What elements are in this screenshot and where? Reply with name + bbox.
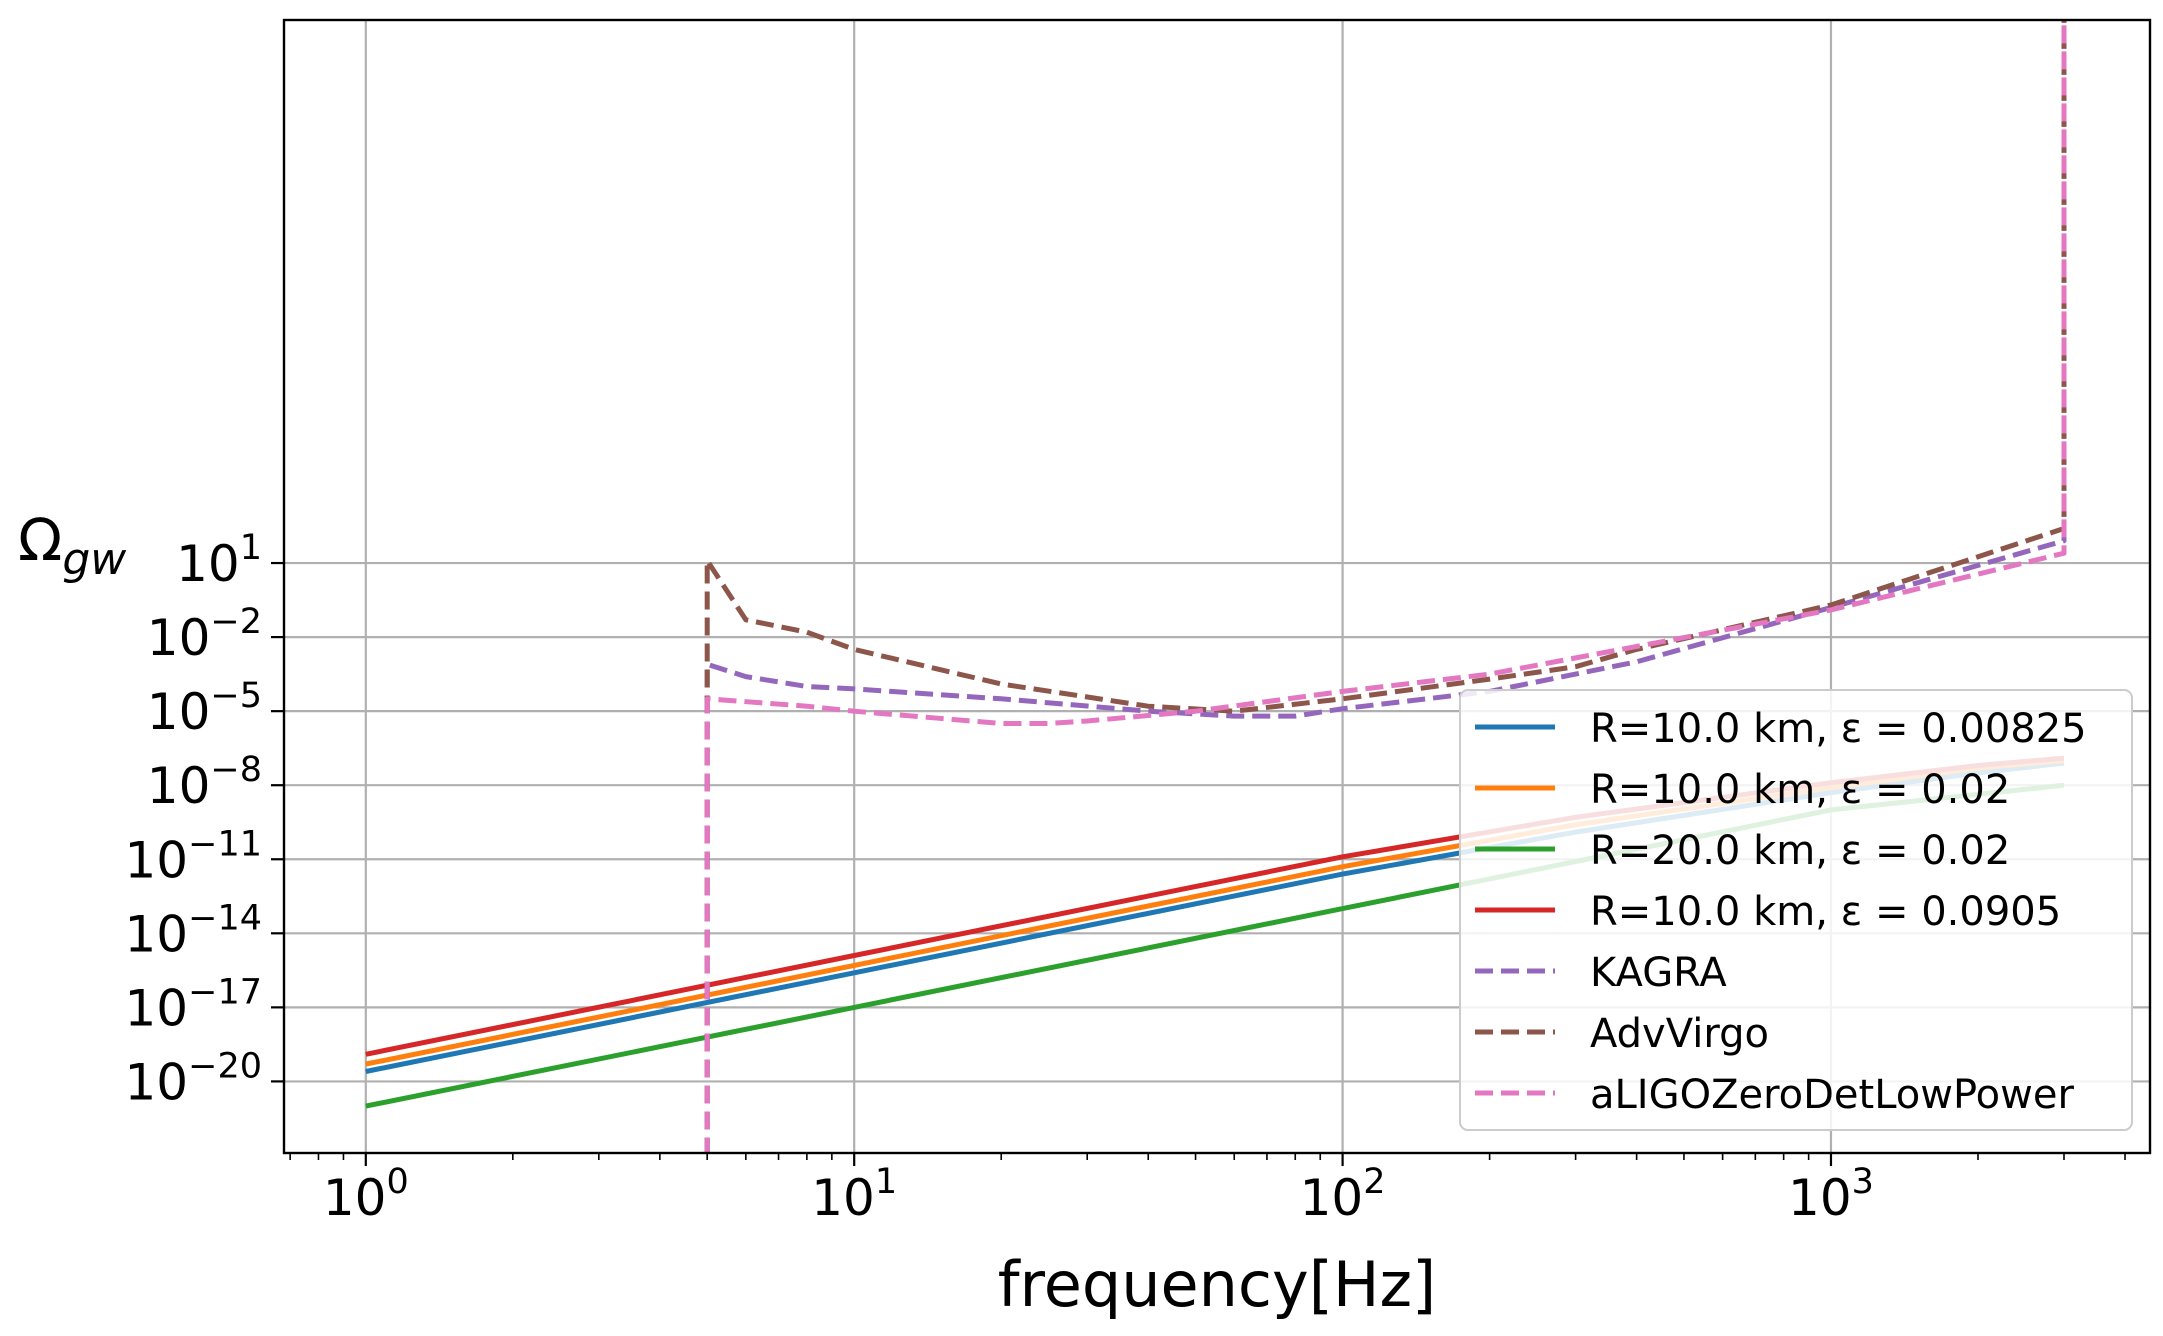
- legend-label: R=20.0 km, ε = 0.02: [1590, 828, 2010, 874]
- legend: R=10.0 km, ε = 0.00825 R=10.0 km, ε = 0.0…: [1459, 689, 2133, 1131]
- x-tick-label-exp: 2: [1363, 1162, 1385, 1202]
- x-tick-label-base: 10: [811, 1169, 875, 1227]
- legend-label: aLIGOZeroDetLowPower: [1590, 1072, 2074, 1118]
- plot-frame: [282, 18, 2152, 1155]
- y-tick-label-exp: −11: [188, 824, 262, 864]
- y-tick-label-exp: −5: [210, 676, 262, 716]
- x-tick-label-base: 10: [1788, 1169, 1852, 1227]
- x-tick-label-base: 10: [323, 1169, 387, 1227]
- y-axis-label-main: Ω: [18, 506, 62, 574]
- y-tick-label-exp: −8: [210, 750, 262, 790]
- y-axis-label: Ωgw: [18, 506, 127, 585]
- x-tick-label-exp: 1: [875, 1162, 897, 1202]
- x-axis-label: frequency[Hz]: [998, 1248, 1437, 1321]
- legend-label: R=10.0 km, ε = 0.00825: [1590, 706, 2087, 752]
- y-tick-label-exp: 1: [240, 528, 262, 568]
- y-tick-label-base: 10: [125, 1053, 189, 1111]
- y-tick-label: 101: [176, 528, 262, 593]
- x-tick-label-base: 10: [1300, 1169, 1364, 1227]
- legend-box: [1459, 689, 2133, 1131]
- ticks: [271, 561, 2126, 1166]
- y-tick-label-base: 10: [147, 757, 211, 815]
- y-tick-label-base: 10: [147, 609, 211, 667]
- y-tick-label-base: 10: [125, 905, 189, 963]
- series-line-kagra: [704, 20, 2067, 1153]
- y-tick-label-exp: −14: [188, 898, 262, 938]
- series-line-aligozerodetlowpower: [704, 20, 2067, 1153]
- y-axis-label-sub: gw: [62, 534, 127, 585]
- y-tick-label-base: 10: [176, 535, 240, 593]
- y-tick-label: 10−8: [147, 750, 262, 815]
- x-tick-label-exp: 0: [386, 1162, 408, 1202]
- x-tick-label: 103: [1788, 1162, 1874, 1227]
- y-tick-label: 10−17: [125, 972, 263, 1037]
- legend-label: AdvVirgo: [1590, 1011, 1769, 1057]
- y-tick-label-base: 10: [125, 831, 189, 889]
- y-tick-label: 10−11: [125, 824, 263, 889]
- y-tick-label: 10−14: [125, 898, 263, 963]
- y-tick-label: 10−5: [147, 676, 262, 741]
- y-tick-label-exp: −17: [188, 972, 262, 1012]
- y-tick-label: 10−20: [125, 1046, 263, 1111]
- y-tick-label-exp: −20: [188, 1046, 262, 1086]
- legend-label: R=10.0 km, ε = 0.02: [1590, 767, 2010, 813]
- x-tick-label: 100: [323, 1162, 409, 1227]
- y-tick-label-exp: −2: [210, 602, 262, 642]
- legend-label: KAGRA: [1590, 950, 1727, 996]
- y-tick-label: 10−2: [147, 602, 262, 667]
- x-tick-label: 102: [1300, 1162, 1386, 1227]
- x-tick-label-exp: 3: [1852, 1162, 1874, 1202]
- x-tick-label: 101: [811, 1162, 897, 1227]
- y-tick-label-base: 10: [125, 979, 189, 1037]
- y-tick-label-base: 10: [147, 683, 211, 741]
- legend-label: R=10.0 km, ε = 0.0905: [1590, 889, 2061, 935]
- tick-labels: 100 101 102 10310110−210−510−810−1110−1410−…: [125, 528, 1874, 1227]
